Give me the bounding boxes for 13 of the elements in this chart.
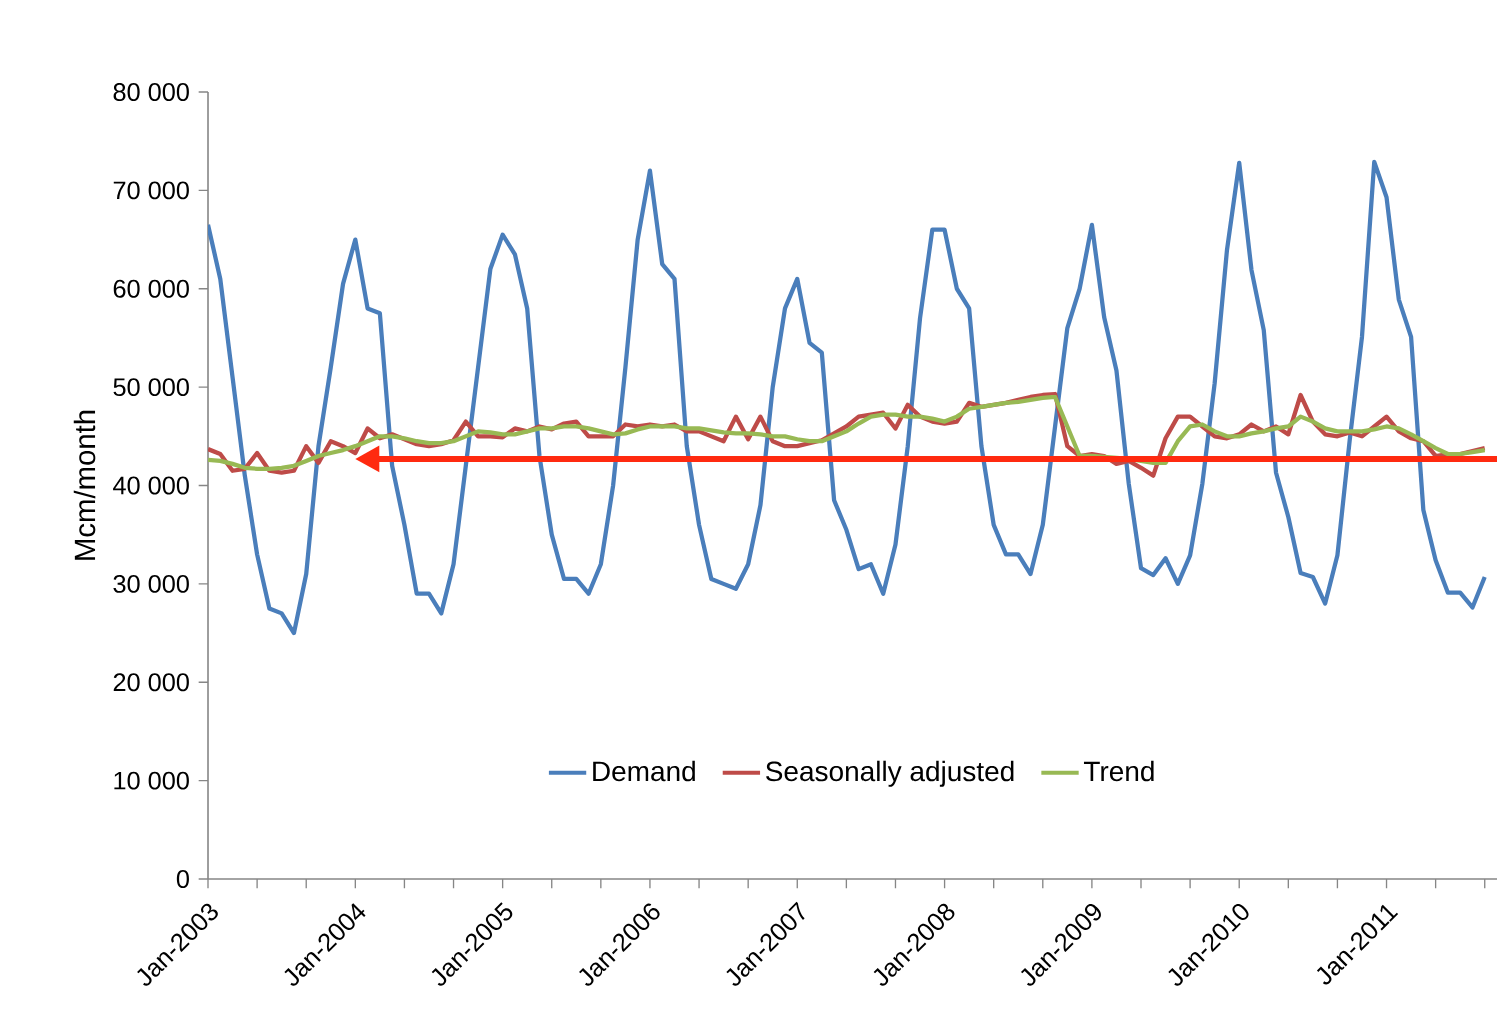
y-tick-label: 60 000 xyxy=(113,279,189,298)
y-tick-label: 20 000 xyxy=(113,673,189,692)
legend-label: Trend xyxy=(1083,760,1154,782)
y-tick-label: 80 000 xyxy=(113,83,189,101)
y-tick-label: 40 000 xyxy=(113,476,189,495)
legend-label: Demand xyxy=(593,760,695,782)
y-axis-title: Mcm/month xyxy=(73,410,96,560)
y-tick-label: 70 000 xyxy=(113,181,189,200)
y-tick-label: 0 xyxy=(176,870,189,888)
legend-label: Seasonally adjusted xyxy=(766,760,1014,787)
y-tick-label: 50 000 xyxy=(113,378,189,397)
y-tick-label: 30 000 xyxy=(113,574,189,593)
y-tick-label: 10 000 xyxy=(114,771,189,790)
